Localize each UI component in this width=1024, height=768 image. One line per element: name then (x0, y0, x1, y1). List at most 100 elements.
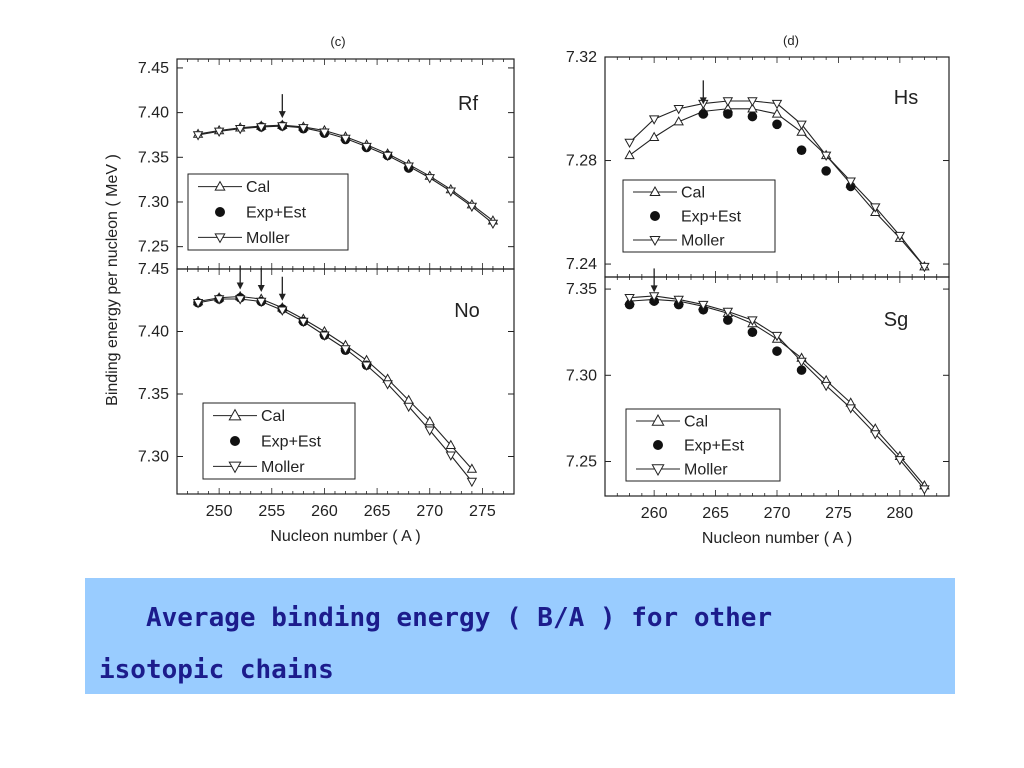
sg-moller-point (870, 430, 881, 440)
hs-cal-point (624, 149, 635, 160)
no-moller-point (234, 295, 246, 305)
sg-moller-point (919, 485, 930, 495)
sg-exp-est-point (723, 315, 733, 325)
hs-legend-label: Exp+Est (681, 209, 742, 226)
hs-moller-point (771, 99, 783, 110)
no-legend-label: Exp+Est (261, 434, 322, 451)
hs-legend-exp-est-marker (650, 211, 660, 221)
sg-legend-cal-marker (651, 413, 665, 426)
hs-ytick-label: 7.32 (566, 49, 597, 66)
rf-ytick-label: 7.40 (138, 105, 169, 122)
no-cal-point (424, 415, 435, 426)
no-arrow-head (257, 285, 265, 292)
rf-moller-point (382, 151, 393, 162)
rf-legend-cal-marker (214, 180, 226, 191)
hs-moller-point (673, 105, 684, 115)
binding-energy-figure: Binding energy per nucleon ( MeV ) (c) Rf… (104, 33, 950, 547)
rf-legend-label: Moller (246, 230, 290, 247)
no-moller-point (213, 295, 225, 305)
rf-legend-label: Cal (246, 179, 270, 196)
rf-nucleus-label: Rf (458, 93, 478, 115)
hs-legend-label: Moller (681, 233, 725, 250)
hs-moller-point (845, 177, 856, 187)
no-legend-exp-est-marker (230, 436, 240, 446)
no-moller-point (382, 380, 393, 390)
hs-exp-est-point (698, 109, 709, 119)
sg-moller-point (698, 300, 709, 311)
hs-cal-point (648, 131, 660, 141)
no-xtick-label: 250 (206, 503, 233, 520)
rf-legend-label: Exp+Est (246, 205, 307, 222)
rf-ytick-label: 7.45 (138, 60, 169, 77)
no-ytick-label: 7.40 (138, 324, 169, 341)
rf-moller-point (466, 202, 478, 213)
hs-ytick-label: 7.24 (566, 256, 597, 273)
chart-panel-rf: (c) Rf 7.25 7.30 7.35 7.40 7.45 Cal Exp+Est Molle… (138, 34, 515, 270)
hs-moller-point (796, 120, 807, 130)
sg-nucleus-label: Sg (884, 309, 908, 331)
sg-moller-point (722, 307, 734, 318)
sg-exp-est-point (747, 327, 758, 337)
hs-exp-est-point (821, 166, 831, 176)
no-legend-moller-marker (228, 461, 242, 474)
sg-moller-point (624, 293, 635, 304)
hs-moller-point (722, 97, 734, 107)
sg-moller-point (820, 381, 832, 392)
rf-ytick-label: 7.35 (138, 149, 169, 166)
hs-legend-cal-marker (649, 185, 661, 196)
rf-moller-point (277, 122, 288, 132)
no-cal-point (466, 463, 478, 473)
sg-legend-label: Cal (684, 414, 708, 431)
hs-nucleus-label: Hs (894, 87, 918, 109)
hs-moller-point (919, 262, 930, 273)
sg-exp-est-point (624, 299, 635, 310)
sg-xtick-label: 270 (764, 505, 791, 522)
no-moller-point (361, 361, 372, 371)
no-nucleus-label: No (454, 300, 480, 322)
hs-moller-point (820, 151, 832, 161)
hs-exp-est-point (723, 109, 733, 119)
rf-moller-point (298, 124, 309, 134)
sg-moller-point (771, 331, 783, 342)
sg-moller-point (673, 295, 684, 306)
no-moller-point (256, 297, 267, 308)
rf-moller-point (213, 127, 225, 138)
hs-panel-label: (d) (783, 33, 799, 48)
sg-ytick-label: 7.35 (566, 281, 597, 298)
rf-moller-point (487, 219, 499, 230)
no-xtick-label: 260 (311, 503, 338, 520)
no-moller-point (298, 317, 309, 328)
sg-exp-est-point (772, 346, 782, 356)
chart-panel-hs: (d) Hs 7.24 7.28 7.32 Cal Exp+Est Moller (566, 33, 950, 278)
rf-legend-moller-marker (214, 233, 226, 244)
sg-moller-point (796, 357, 807, 368)
no-arrow-head (236, 282, 244, 290)
hs-moller-point (648, 115, 660, 125)
hs-moller-point (747, 97, 758, 107)
rf-arrow-head (278, 111, 286, 119)
rf-moller-point (234, 124, 246, 135)
no-moller-point (403, 402, 414, 413)
sg-legend-exp-est-marker (653, 440, 663, 450)
sg-exp-est-point (796, 365, 807, 375)
hs-exp-est-point (796, 145, 807, 155)
no-arrow-head (278, 293, 286, 301)
no-xtick-label: 265 (364, 503, 391, 520)
hs-exp-est-point (747, 111, 758, 122)
no-legend-label: Moller (261, 459, 305, 476)
sg-xtick-label: 280 (887, 505, 914, 522)
no-moller-point (192, 299, 204, 309)
rf-moller-point (192, 131, 204, 141)
sg-arrow-head (650, 285, 658, 293)
no-moller-point (319, 331, 330, 341)
no-xtick-label: 255 (258, 503, 285, 520)
no-moller-point (424, 426, 435, 436)
no-moller-point (445, 451, 457, 461)
hs-moller-point (894, 231, 906, 242)
hs-moller-point (624, 138, 635, 149)
no-ytick-label: 7.35 (138, 386, 169, 403)
rf-moller-point (319, 128, 330, 138)
hs-ytick-label: 7.28 (566, 153, 597, 170)
sg-xtick-label: 265 (702, 505, 729, 522)
sg-xtick-label: 275 (825, 505, 852, 522)
